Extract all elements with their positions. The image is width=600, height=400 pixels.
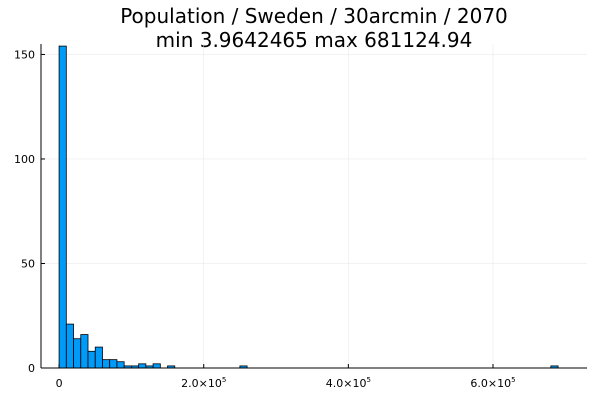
histogram-bar xyxy=(65,323,74,369)
histogram-bar xyxy=(116,361,125,369)
histogram-bar xyxy=(109,359,118,369)
x-tick-label: 2.0×105 xyxy=(181,376,226,390)
y-tick-label: 50 xyxy=(21,257,35,270)
y-tick-label: 150 xyxy=(14,48,35,61)
histogram-bar xyxy=(73,338,82,369)
chart-subtitle: min 3.9642465 max 681124.94 xyxy=(156,28,473,52)
axes xyxy=(40,44,587,369)
y-tick-label: 0 xyxy=(28,362,35,375)
chart-title: Population / Sweden / 30arcmin / 2070 xyxy=(120,4,508,28)
x-tick-label: 4.0×105 xyxy=(326,376,371,390)
x-tick-label: 6.0×105 xyxy=(470,376,515,390)
tick-labels: 0 2.0×105 4.0×105 6.0×105 0 50 100 150 xyxy=(14,48,516,390)
histogram-bar xyxy=(94,346,103,369)
x-tick-label: 0 xyxy=(56,377,63,390)
histogram-bar xyxy=(138,363,147,369)
histogram-bar xyxy=(87,350,96,369)
histogram-bars xyxy=(58,45,559,369)
histogram-bar xyxy=(102,359,111,369)
y-tick-label: 100 xyxy=(14,153,35,166)
histogram-bar xyxy=(152,363,161,369)
histogram-bar xyxy=(58,45,67,369)
histogram-bar xyxy=(80,334,89,369)
grid-lines xyxy=(41,44,587,369)
